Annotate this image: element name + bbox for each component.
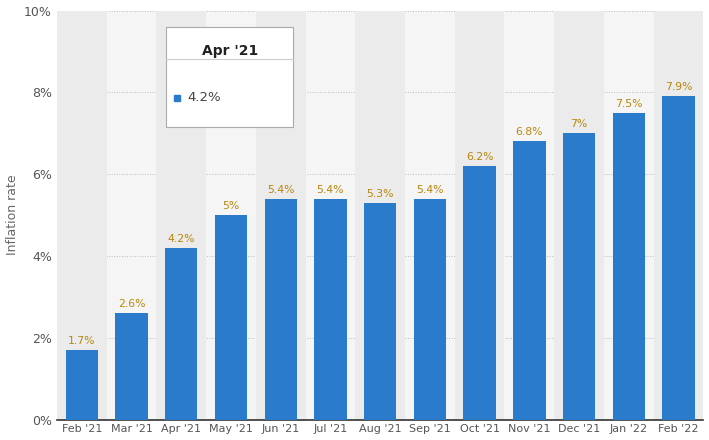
Bar <box>355 11 405 420</box>
Bar <box>654 11 703 420</box>
Bar <box>165 248 197 420</box>
Bar <box>662 96 695 420</box>
Text: 5.3%: 5.3% <box>367 189 394 199</box>
Bar <box>116 313 147 420</box>
Bar <box>464 166 496 420</box>
FancyBboxPatch shape <box>167 27 293 127</box>
Bar <box>215 215 247 420</box>
Bar <box>364 203 396 420</box>
Text: 6.2%: 6.2% <box>466 152 493 162</box>
Text: Apr '21: Apr '21 <box>201 44 258 58</box>
Text: 4.2%: 4.2% <box>187 91 220 104</box>
Text: 5.4%: 5.4% <box>317 185 344 194</box>
Bar <box>65 350 98 420</box>
Text: 5%: 5% <box>223 201 240 211</box>
Text: 1.7%: 1.7% <box>68 336 96 346</box>
Text: 7%: 7% <box>571 119 588 129</box>
Bar <box>563 133 596 420</box>
Text: 2.6%: 2.6% <box>118 299 145 309</box>
Bar <box>513 141 545 420</box>
Text: 5.4%: 5.4% <box>267 185 294 194</box>
Text: 7.9%: 7.9% <box>665 82 692 92</box>
Bar <box>554 11 604 420</box>
Bar <box>256 11 306 420</box>
Y-axis label: Inflation rate: Inflation rate <box>6 175 18 255</box>
Bar <box>156 11 206 420</box>
Bar <box>264 199 297 420</box>
Text: 6.8%: 6.8% <box>515 127 543 137</box>
Text: 7.5%: 7.5% <box>615 99 642 109</box>
Bar <box>57 11 106 420</box>
Text: 5.4%: 5.4% <box>416 185 444 194</box>
Bar <box>414 199 446 420</box>
Bar <box>613 113 645 420</box>
Bar <box>314 199 347 420</box>
Bar <box>454 11 505 420</box>
Text: 4.2%: 4.2% <box>167 234 195 244</box>
